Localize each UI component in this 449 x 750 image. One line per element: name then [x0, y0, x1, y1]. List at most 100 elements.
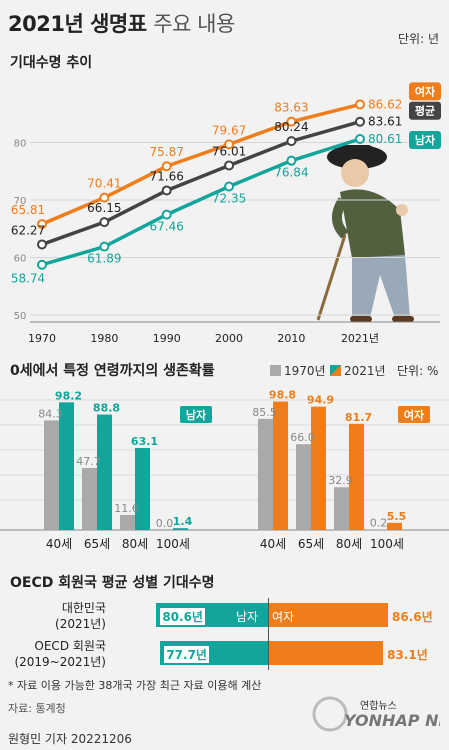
- group-tag-bg: [180, 406, 212, 423]
- data-point-avg: [224, 160, 235, 171]
- section2-title: 0세에서 특정 연령까지의 생존확률: [10, 363, 215, 379]
- value-2021: 63.1: [131, 435, 158, 448]
- value-1970: 32.9: [328, 474, 353, 487]
- bar-2021: [387, 522, 402, 530]
- data-point-avg: [37, 239, 47, 250]
- data-label-female: 86.62: [368, 97, 402, 111]
- data-label-female: 75.87: [150, 145, 184, 159]
- value-1970: 11.6: [114, 502, 139, 515]
- bar-1970: [120, 514, 135, 530]
- row-label-main: 대한민국: [61, 601, 106, 615]
- series-tag-bg-female: [409, 82, 441, 101]
- byline: 원형민 기자 20221206: [8, 730, 132, 747]
- data-point-male: [161, 209, 172, 220]
- bar-1970: [296, 444, 311, 530]
- data-label-avg: 80.24: [274, 120, 308, 134]
- byline-name: 원형민 기자: [8, 732, 68, 746]
- survival-bar-chart: 84.3 98.2 40세 47.7 88.8 65세 11.6 63.1 80세 0.0 1.4 1…: [0, 389, 449, 551]
- oecd-row-label: OECD 회원국 (2019~2021년): [0, 638, 106, 670]
- data-point-avg: [99, 217, 110, 228]
- data-label-female: 65.81: [11, 203, 45, 217]
- female-value: 83.1년: [387, 648, 428, 662]
- unit-label: 단위: 년: [398, 32, 439, 46]
- male-value: 80.6년: [160, 608, 205, 625]
- series-tag-avg: 평균: [415, 104, 435, 118]
- group-tag: 남자: [186, 408, 207, 422]
- legend-2021: 2021년: [330, 362, 386, 379]
- data-label-female: 70.41: [87, 177, 121, 191]
- value-2021: 98.8: [269, 389, 296, 402]
- data-point-female: [224, 139, 235, 150]
- data-label-avg: 76.01: [212, 144, 246, 158]
- category-label: 80세: [336, 537, 362, 551]
- data-point-female: [161, 161, 172, 172]
- group-tag-bg: [398, 406, 430, 423]
- section1-title: 기대수명 추이: [10, 55, 93, 71]
- elderly-man-illustration: [316, 145, 414, 322]
- value-1970: 85.5: [252, 406, 277, 419]
- x-tick-label: 2021년: [341, 332, 379, 345]
- row-label-period: (2021년): [55, 617, 106, 631]
- category-label: 100세: [370, 537, 404, 551]
- male-value: 77.7년: [164, 646, 209, 663]
- data-label-male: 80.61: [368, 132, 402, 146]
- value-2021: 1.4: [173, 515, 193, 528]
- value-2021: 98.2: [55, 389, 82, 402]
- byline-date: 20221206: [70, 732, 132, 746]
- data-label-male: 76.84: [274, 166, 308, 180]
- y-tick-label: 50: [14, 311, 27, 322]
- category-label: 40세: [46, 537, 72, 551]
- series-tag-bg-avg: [409, 101, 441, 120]
- series-line-male: [41, 137, 361, 267]
- life-expectancy-line-chart: 50 60 70 80 1970 1980 1990 2000 2010 2021년 65.81 7…: [11, 82, 441, 345]
- data-point-female: [286, 116, 297, 127]
- footnote: * 자료 이용 가능한 38개국 가장 최근 자료 이용해 계산: [8, 679, 262, 692]
- category-label: 65세: [84, 537, 110, 551]
- legend-1970-swatch: [270, 365, 281, 376]
- data-point-male: [37, 259, 47, 270]
- data-label-avg: 66.15: [87, 201, 121, 215]
- legend-1970: 1970년: [270, 362, 326, 379]
- y-tick-label: 70: [14, 196, 27, 207]
- bar-1970: [334, 487, 349, 530]
- bar-female: [268, 641, 384, 665]
- value-1970: 0.2: [370, 517, 388, 530]
- title-thin: 주요 내용: [153, 12, 235, 36]
- data-label-avg: 62.27: [11, 223, 45, 237]
- data-point-female: [99, 192, 110, 203]
- logo-small-text: 연합뉴스: [360, 700, 397, 712]
- category-label: 100세: [156, 537, 190, 551]
- data-label-avg: 83.61: [368, 115, 402, 129]
- data-point-female: [355, 99, 365, 110]
- bar-2021: [349, 423, 364, 530]
- value-2021: 88.8: [93, 402, 120, 415]
- data-point-male: [355, 133, 365, 144]
- legend-2021-label: 2021년: [344, 364, 386, 378]
- bar-1970: [82, 467, 97, 530]
- series-tag-male: 남자: [415, 133, 436, 147]
- x-tick-label: 2010: [277, 332, 305, 345]
- value-2021: 81.7: [345, 411, 372, 424]
- bar-2021: [59, 402, 74, 530]
- data-point-male: [286, 155, 297, 166]
- x-tick-label: 1990: [153, 332, 181, 345]
- series-tag-bg-male: [409, 130, 441, 149]
- data-label-male: 72.35: [212, 191, 246, 205]
- data-point-male: [224, 181, 235, 192]
- source: 자료: 통계청: [8, 702, 66, 715]
- bar-2021: [311, 406, 326, 530]
- data-label-male: 61.89: [87, 252, 121, 266]
- bar-1970: [44, 420, 59, 530]
- data-label-avg: 71.66: [150, 169, 184, 183]
- value-2021: 94.9: [307, 394, 334, 407]
- series-line-avg: [41, 120, 361, 247]
- value-2021: 5.5: [387, 510, 407, 523]
- bar-female: [268, 603, 388, 627]
- data-label-female: 83.63: [274, 101, 308, 115]
- female-tag: 여자: [272, 610, 295, 624]
- female-value: 86.6년: [392, 610, 433, 624]
- data-point-avg: [286, 136, 297, 147]
- yonhap-logo: 연합뉴스 YONHAP NEWS: [300, 696, 449, 732]
- bar-1970: [258, 418, 273, 530]
- data-label-male: 67.46: [150, 220, 184, 234]
